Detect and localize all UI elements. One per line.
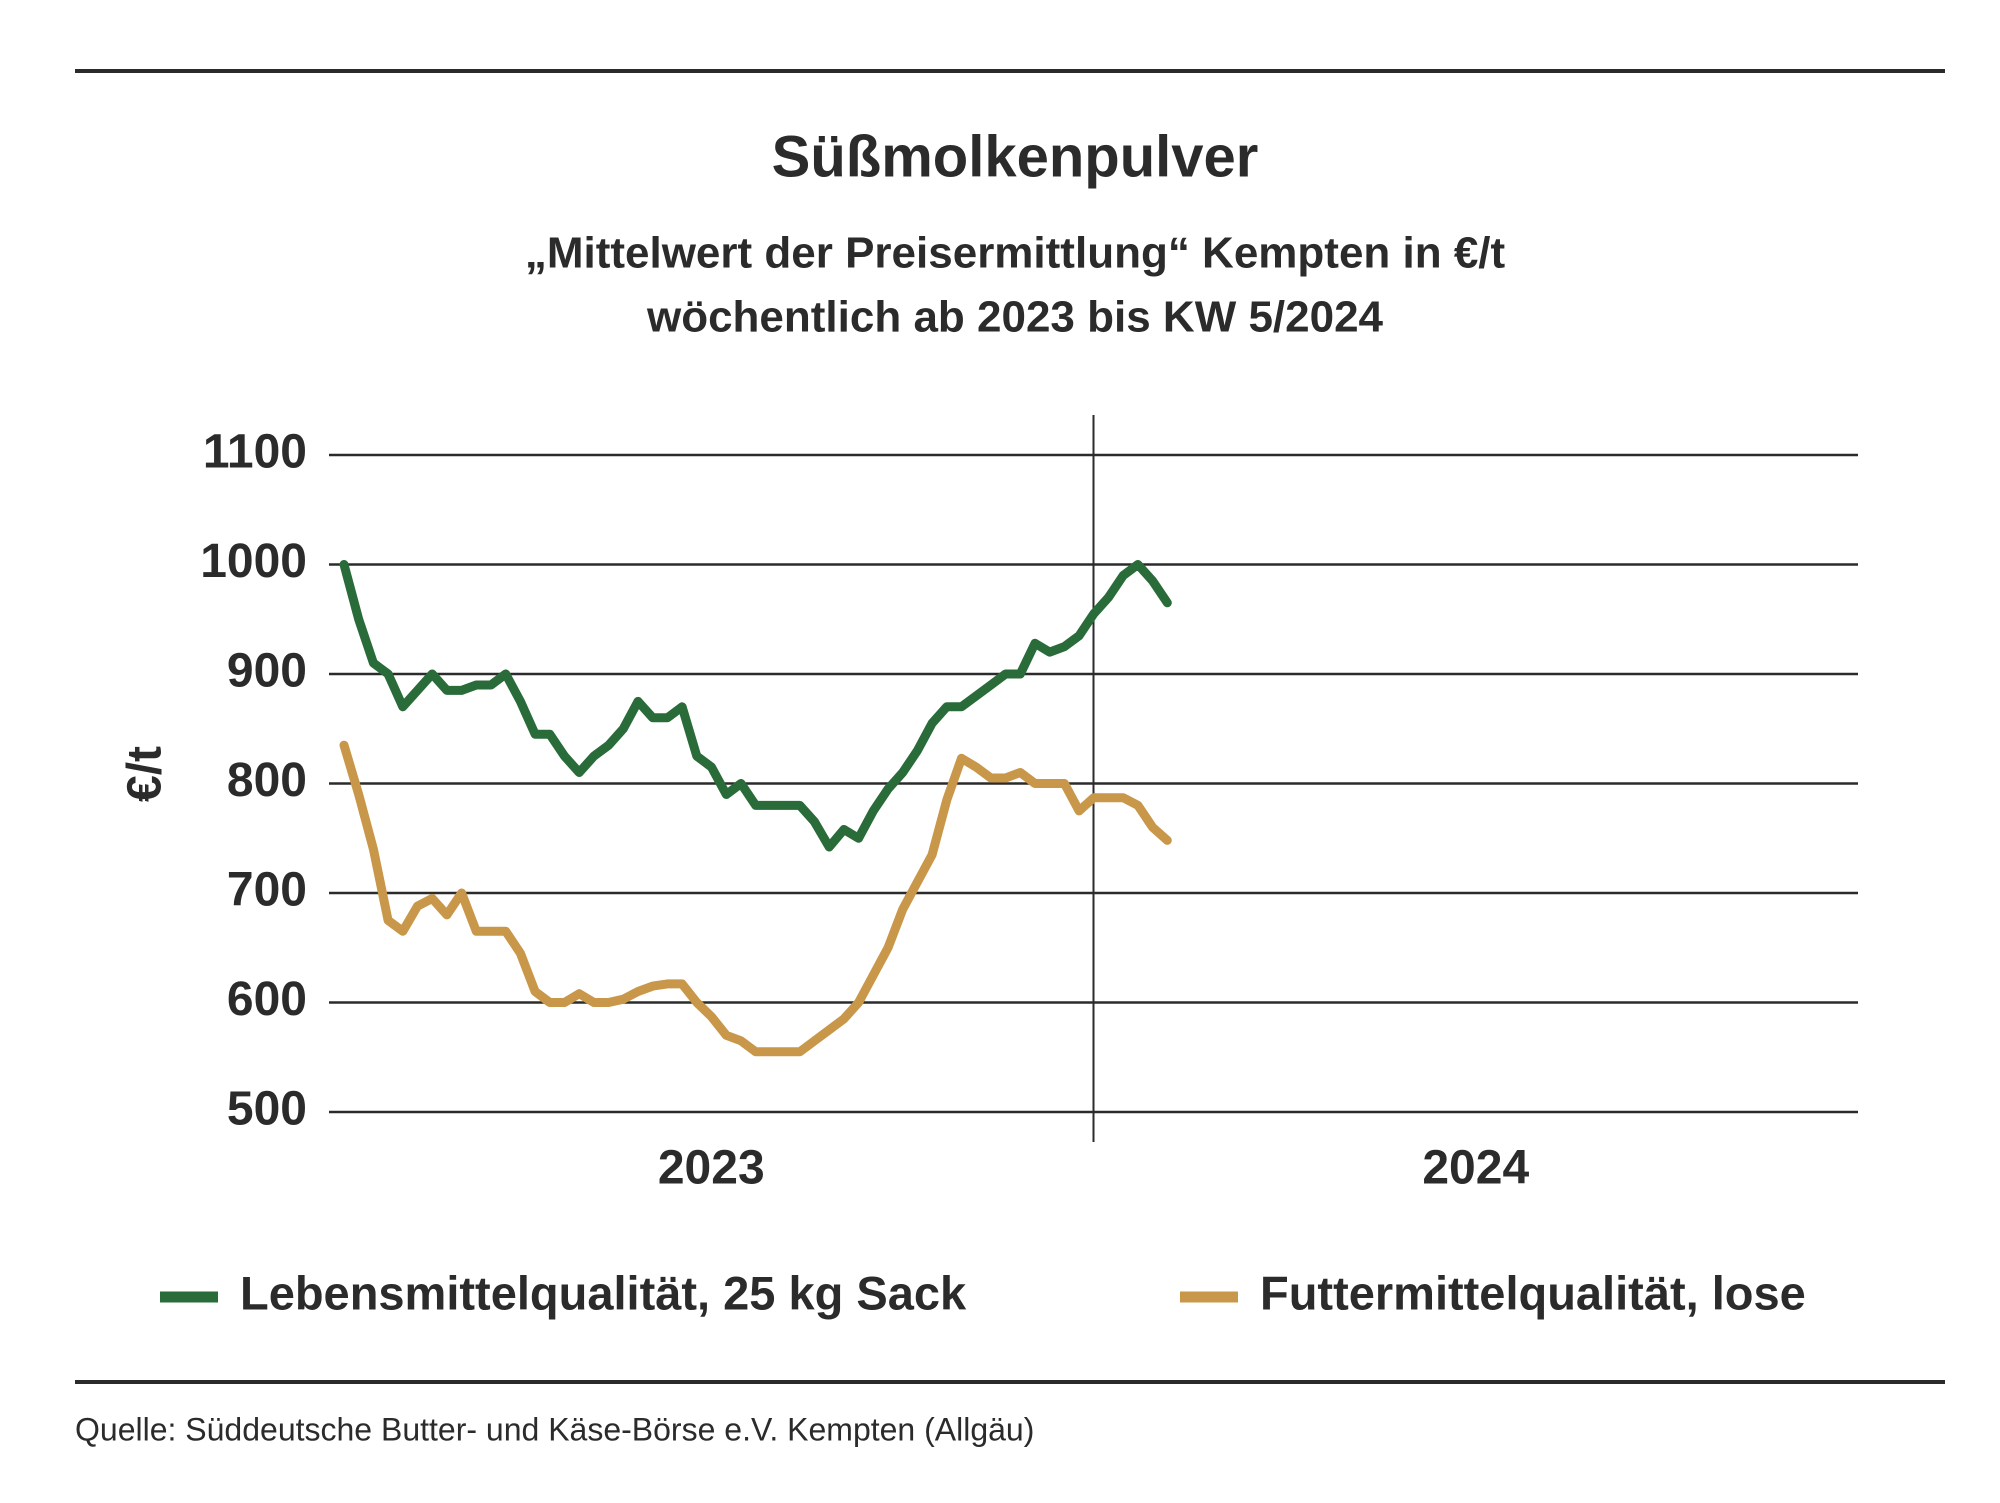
chart-title: Süßmolkenpulver	[772, 124, 1259, 189]
chart-subtitle: „Mittelwert der Preisermittlung“ Kempten…	[525, 229, 1506, 278]
x-tick-label: 2023	[658, 1142, 765, 1195]
data-line	[339, 560, 1172, 852]
x-tick-label: 2024	[1422, 1142, 1529, 1195]
data-line	[339, 740, 1172, 1057]
y-tick-label: 500	[227, 1083, 307, 1136]
y-tick-label: 1100	[203, 426, 307, 479]
y-axis-label: €/t	[119, 746, 172, 802]
source-note: Quelle: Süddeutsche Butter- und Käse-Bör…	[75, 1411, 1034, 1447]
y-tick-label: 1000	[200, 535, 307, 588]
y-tick-label: 800	[227, 754, 307, 807]
y-tick-label: 700	[227, 864, 307, 917]
y-tick-label: 900	[227, 645, 307, 698]
y-tick-label: 600	[227, 973, 307, 1026]
legend-label: Lebensmittelqualität, 25 kg Sack	[240, 1266, 967, 1319]
chart-subtitle: wöchentlich ab 2023 bis KW 5/2024	[646, 293, 1384, 342]
legend-label: Futtermittelqualität, lose	[1260, 1266, 1806, 1319]
